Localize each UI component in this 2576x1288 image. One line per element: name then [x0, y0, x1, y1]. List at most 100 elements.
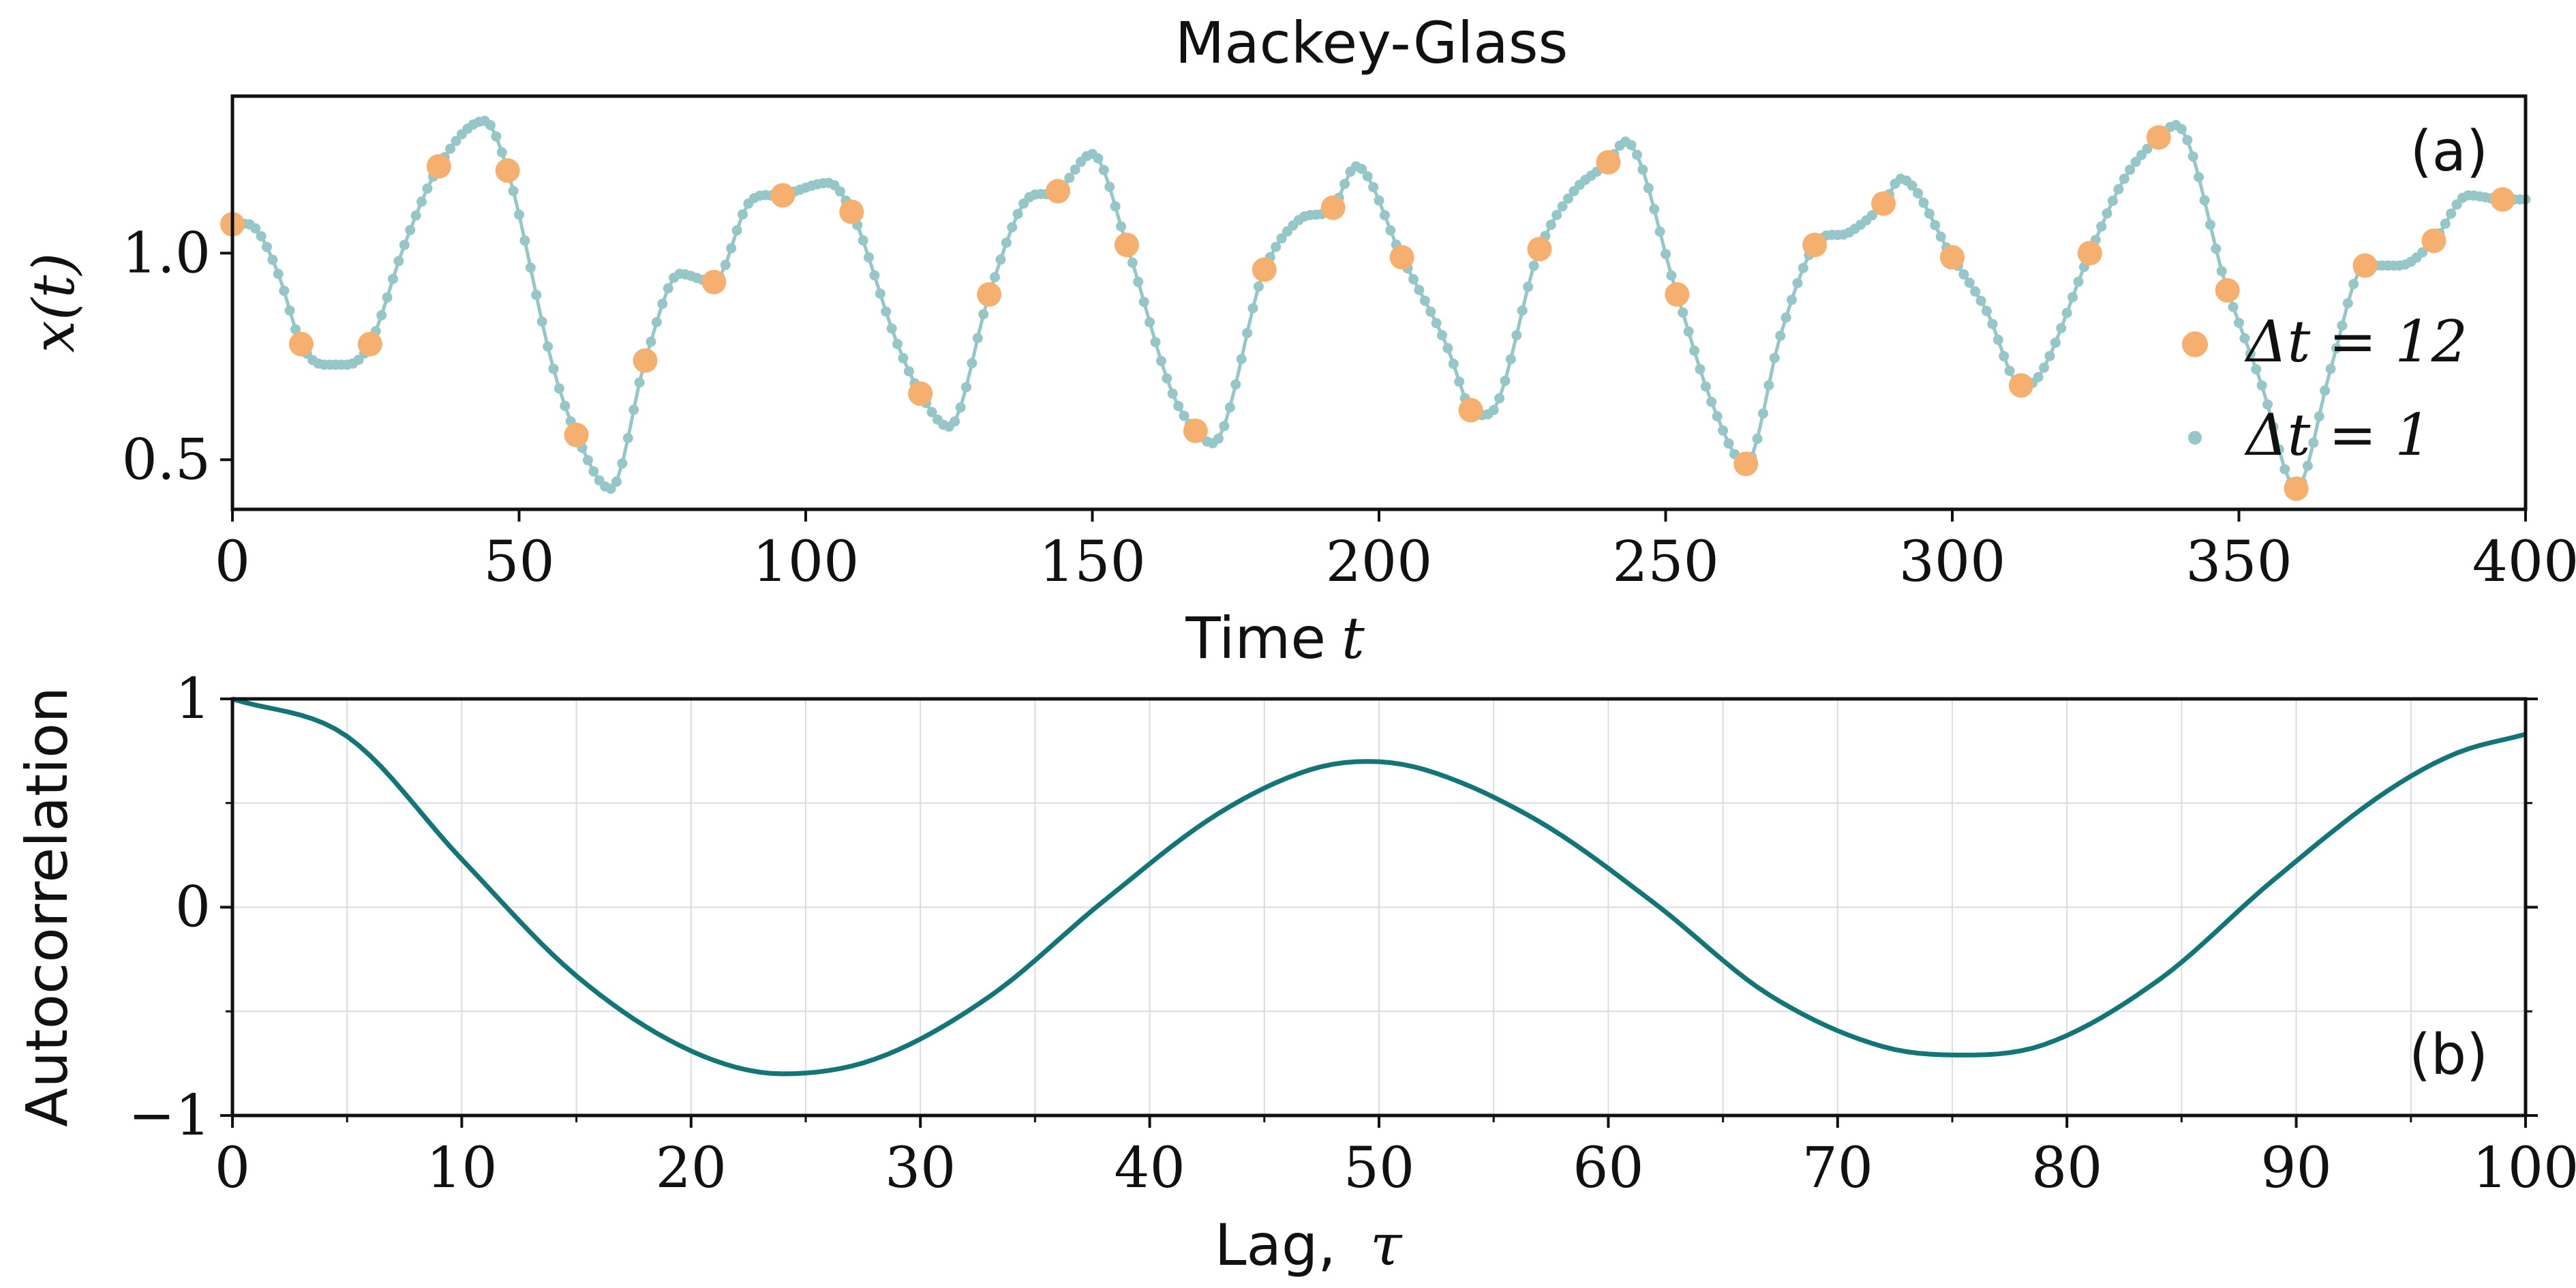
series-dt1-point: [2348, 279, 2359, 290]
series-dt1-point: [1242, 327, 1253, 338]
series-dt1-point: [1964, 278, 1975, 288]
panel-b-ticks: 0 10 20 30 40 50 60 70 80 90 100−101: [128, 667, 2576, 1201]
series-dt1-point: [548, 363, 559, 374]
series-dt1-point: [1918, 197, 1929, 208]
series-dt1-point: [405, 224, 416, 235]
panel-b-autocorrelation: 0 10 20 30 40 50 60 70 80 90 100−101 (b) Lag, τ Au…: [14, 667, 2576, 1278]
series-dt1-point: [1368, 181, 1379, 192]
series-dt1-point: [1907, 180, 1918, 191]
series-dt1-point: [1488, 404, 1499, 415]
series-dt1-point: [972, 333, 983, 344]
series-dt1-point: [1437, 330, 1448, 341]
series-dt1-point: [1247, 303, 1258, 314]
series-dt1-point: [955, 402, 966, 413]
series-dt1-point: [1494, 393, 1505, 404]
series-dt1-point: [2211, 243, 2222, 254]
panel-a-timeseries: Mackey-Glass 0 50 100 150 200 250 300 350 400 0.5…: [20, 10, 2576, 672]
series-dt1-point: [1454, 376, 1465, 387]
series-dt1-point: [1695, 364, 1706, 375]
series-dt1-point: [605, 483, 616, 494]
series-dt12-point: [288, 331, 314, 357]
series-dt1-point: [834, 186, 845, 197]
series-dt1-point: [2273, 444, 2284, 455]
y-tick-label-b: 0: [175, 875, 211, 940]
series-dt1-point: [2279, 464, 2290, 475]
series-dt12-point: [1389, 245, 1414, 270]
x-tick-label-b: 90: [2260, 1136, 2331, 1201]
series-dt1-point: [261, 241, 272, 252]
series-dt1-point: [2107, 196, 2118, 207]
x-axis-var-a: t: [1342, 605, 1365, 672]
series-dt1-point: [1987, 318, 1998, 329]
series-dt1-point: [1775, 330, 1786, 341]
x-tick-label-a: 0: [215, 530, 250, 595]
series-dt1-point: [1162, 373, 1172, 384]
series-dt1-point: [1958, 269, 1969, 280]
series-dt1-point: [1798, 263, 1808, 273]
series-dt1-point: [1104, 181, 1115, 192]
x-tick-label-b: 0: [215, 1136, 250, 1201]
series-dt12-point: [1458, 398, 1483, 423]
series-dt1-point: [284, 305, 295, 316]
series-dt1-point: [2228, 301, 2239, 312]
series-dt1-point: [1098, 164, 1109, 175]
series-dt12-point: [1252, 257, 1277, 282]
series-dt1-point: [726, 243, 737, 254]
series-dt1-point: [1155, 356, 1166, 367]
series-dt1-point: [1110, 201, 1121, 212]
series-dt1-point: [1150, 337, 1161, 348]
series-dt1-point: [2044, 350, 2055, 361]
series-dt1-point: [2325, 363, 2336, 374]
y-axis-label-b: Autocorrelation: [14, 687, 80, 1127]
series-dt1-point: [2204, 220, 2215, 230]
series-dt1-point: [2331, 343, 2342, 354]
series-dt1-point: [536, 316, 547, 327]
series-dt1-point: [582, 455, 593, 466]
x-tick-label-b: 80: [2031, 1136, 2102, 1201]
series-dt1-point: [2187, 151, 2198, 162]
series-dt1-point: [2096, 221, 2107, 232]
series-dt1-point: [1626, 140, 1637, 151]
series-dt1-point: [1012, 209, 1023, 220]
series-dt1-point: [376, 310, 387, 320]
series-dt1-point: [2440, 218, 2451, 229]
series-dt1-point: [445, 143, 456, 154]
x-tick-label-a: 100: [753, 530, 860, 595]
series-dt1-point: [1683, 326, 1694, 337]
x-tick-label-a: 400: [2472, 530, 2576, 595]
x-tick-label-b: 70: [1802, 1136, 1873, 1201]
series-dt1-point: [2182, 134, 2193, 145]
series-dt1-point: [903, 366, 914, 377]
series-dt1-point: [2239, 333, 2250, 344]
series-dt1-point: [2194, 172, 2204, 183]
series-dt1-point: [250, 223, 261, 234]
series-dt1-point: [2234, 317, 2244, 328]
series-dt1-point: [1999, 350, 2010, 361]
series-dt1-point: [2073, 276, 2084, 287]
series-dt12-point: [1183, 418, 1208, 443]
series-dt1-point: [451, 136, 461, 147]
series-dt1-point: [978, 309, 989, 320]
series-dt1-point: [2268, 421, 2279, 432]
series-dt1-point: [1643, 183, 1654, 194]
series-dt1-point: [1408, 274, 1419, 285]
series-dt1-point: [508, 185, 519, 196]
series-dt1-point: [2251, 364, 2262, 375]
series-dt1-point: [382, 292, 393, 303]
series-dt1-point: [1064, 173, 1075, 183]
series-dt12-point: [495, 158, 520, 183]
series-dt1-point: [1385, 225, 1396, 236]
series-dt1-point: [1563, 193, 1574, 204]
series-dt1-point: [892, 339, 903, 350]
series-dt1-point: [1179, 410, 1189, 421]
x-tick-label-a: 50: [483, 530, 554, 595]
series-dt1-point: [1138, 297, 1149, 308]
series-dt1-point: [1379, 210, 1390, 221]
series-dt1-point: [731, 225, 742, 236]
series-dt1-point: [514, 209, 524, 220]
series-dt1-point: [2033, 372, 2044, 383]
series-dt1-point: [1981, 305, 1992, 316]
x-tick-label-a: 350: [2185, 530, 2292, 595]
series-dt1-point: [1425, 306, 1436, 317]
